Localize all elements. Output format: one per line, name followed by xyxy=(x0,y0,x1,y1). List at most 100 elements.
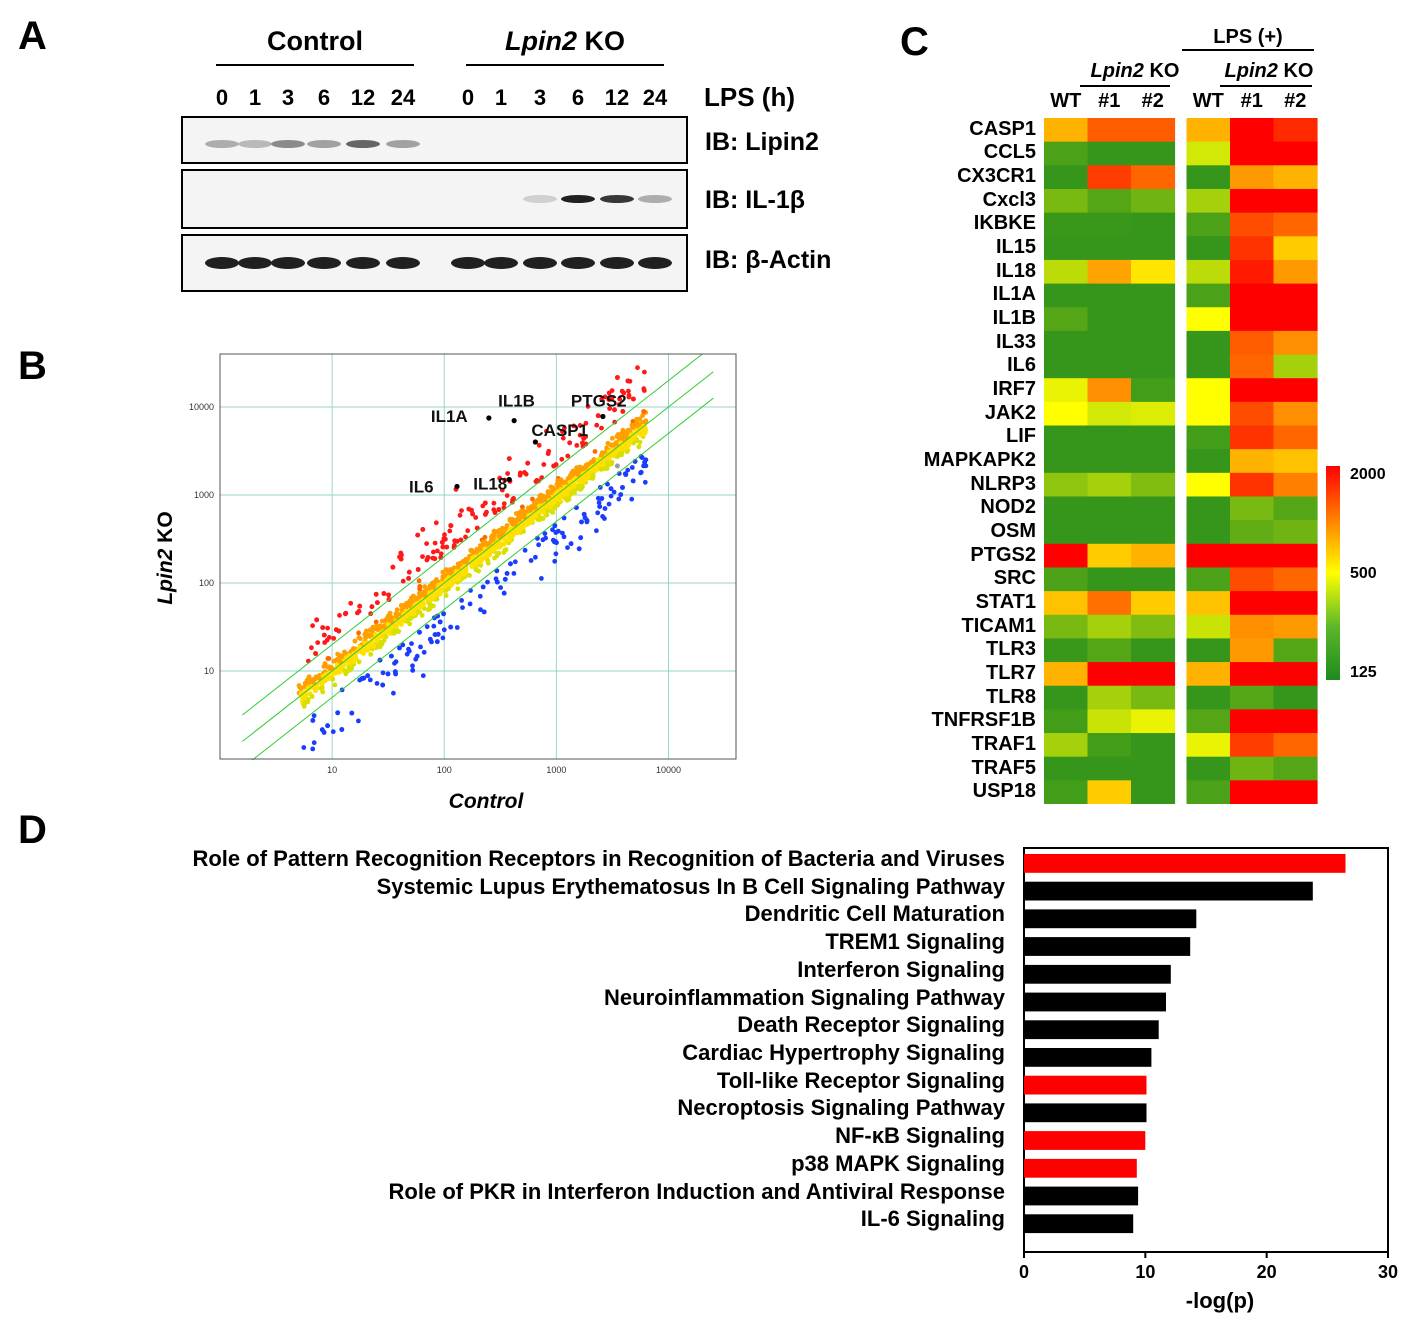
heat-cell-tnfrsf1b-1 xyxy=(1087,709,1132,734)
heat-cell-tlr8-5 xyxy=(1273,685,1318,710)
heat-cell-usp18-1 xyxy=(1087,780,1132,804)
heat-cell-il6-1 xyxy=(1087,354,1132,379)
pathway-label-10: NF-κB Signaling xyxy=(835,1123,1005,1149)
heatmap-ko-suffix-right: KO xyxy=(1277,60,1314,82)
heat-cell-ccl5-1 xyxy=(1087,141,1132,166)
gene-point-il1b xyxy=(511,418,517,424)
heat-cell-osm-3 xyxy=(1186,520,1231,545)
heat-cell-il18-3 xyxy=(1186,259,1231,285)
pathway-label-8: Toll-like Receptor Signaling xyxy=(716,1067,1005,1093)
heat-cell-tlr8-4 xyxy=(1230,685,1275,710)
pathway-labels: Role of Pattern Recognition Receptors in… xyxy=(40,846,1005,1248)
ko-lane-3: 6 xyxy=(571,85,585,110)
bar-13 xyxy=(1024,1214,1134,1234)
heat-cell-traf1-5 xyxy=(1273,733,1318,758)
heat-cell-usp18-0 xyxy=(1044,780,1089,804)
ko-lane-2: 3 xyxy=(533,85,547,110)
heat-cell-il1b-4 xyxy=(1230,307,1275,332)
heat-cell-tlr8-1 xyxy=(1087,685,1132,710)
heat-cell-tlr3-2 xyxy=(1131,638,1176,663)
panel-d-letter: D xyxy=(18,808,47,852)
heat-cell-il6-2 xyxy=(1131,354,1176,379)
heat-cell-il6-3 xyxy=(1186,354,1231,379)
band-2-control-0 xyxy=(205,257,239,269)
heat-cell-nod2-0 xyxy=(1044,496,1089,521)
heat-cell-mapkapk2-3 xyxy=(1186,449,1231,474)
heat-cell-osm-5 xyxy=(1273,520,1318,545)
heatmap-ko-line-left xyxy=(1080,85,1170,87)
heat-cell-nlrp3-5 xyxy=(1273,472,1318,498)
scatter-ytick-label-0: 10 xyxy=(204,666,214,676)
heat-cell-ticam1-4 xyxy=(1230,614,1275,640)
heat-column-label-4: #1 xyxy=(1240,90,1263,112)
heat-cell-mapkapk2-1 xyxy=(1087,449,1132,474)
heat-cell-ccl5-2 xyxy=(1131,141,1176,166)
scatter-plot: 1010100100100010001000010000101010010010… xyxy=(182,350,742,790)
heat-cell-nod2-4 xyxy=(1230,496,1275,521)
scatter-xtick-label-0: 10 xyxy=(327,765,337,775)
pathway-label-4: Interferon Signaling xyxy=(797,956,1005,982)
heat-cell-casp1-5 xyxy=(1273,118,1318,143)
pathway-label-1: Systemic Lupus Erythematosus In B Cell S… xyxy=(376,873,1005,899)
heat-gene-label-cx3cr1: CX3CR1 xyxy=(957,165,1036,188)
heat-column-label-1: #1 xyxy=(1098,90,1121,112)
heat-cell-tlr7-2 xyxy=(1131,662,1176,687)
heat-cell-tnfrsf1b-0 xyxy=(1044,709,1089,734)
scatter-points xyxy=(296,365,649,752)
heat-cell-tlr7-5 xyxy=(1273,662,1318,687)
heat-cell-jak2-5 xyxy=(1273,401,1318,427)
heat-cell-il18-0 xyxy=(1044,259,1089,285)
heat-cell-nod2-3 xyxy=(1186,496,1231,521)
heat-cell-traf1-0 xyxy=(1044,733,1089,758)
heat-cell-osm-4 xyxy=(1230,520,1275,545)
heat-cell-jak2-4 xyxy=(1230,401,1275,427)
heat-cell-traf1-2 xyxy=(1131,733,1176,758)
heat-cell-cxcl3-4 xyxy=(1230,188,1275,214)
scatter-xtick-label-2: 1000 xyxy=(546,765,566,775)
heat-gene-label-nod2: NOD2 xyxy=(980,496,1036,519)
gene-point-il18 xyxy=(506,476,512,483)
heat-cell-ikbke-5 xyxy=(1273,212,1318,237)
heat-cell-stat1-2 xyxy=(1131,591,1176,616)
heatmap-ko-label-right: Lpin2 KO xyxy=(1212,60,1326,83)
heat-cell-tlr7-1 xyxy=(1087,662,1132,687)
scatter-ylabel-suffix: KO xyxy=(154,511,177,549)
heat-cell-il1b-0 xyxy=(1044,307,1089,332)
band-0-control-2 xyxy=(271,140,305,148)
heat-cell-mapkapk2-2 xyxy=(1131,449,1176,474)
scatter-ylabel: Lpin2 KO xyxy=(154,511,178,604)
group-label-ko-gene: Lpin2 xyxy=(504,26,577,56)
ko-lane-0: 0 xyxy=(461,85,475,110)
band-0-control-0 xyxy=(205,140,239,148)
pathway-label-6: Death Receptor Signaling xyxy=(737,1012,1005,1038)
bar-1 xyxy=(1024,881,1313,901)
heat-cell-stat1-1 xyxy=(1087,591,1132,616)
band-2-ko-0 xyxy=(451,257,485,269)
heatmap-lps-label: LPS (+) xyxy=(1213,26,1283,48)
blot-label-lipin2: IB: Lipin2 xyxy=(705,128,819,156)
heat-cell-il6-0 xyxy=(1044,354,1089,379)
heat-cell-ticam1-5 xyxy=(1273,614,1318,640)
heat-column-label-5: #2 xyxy=(1284,90,1307,112)
panel-b-letter: B xyxy=(18,344,47,388)
bar-11 xyxy=(1024,1158,1137,1178)
heat-gene-label-tlr8: TLR8 xyxy=(986,685,1036,708)
heat-cell-il33-5 xyxy=(1273,330,1318,356)
heat-cell-ikbke-1 xyxy=(1087,212,1132,237)
heat-cell-ccl5-4 xyxy=(1230,141,1275,166)
heat-cell-traf5-4 xyxy=(1230,756,1275,781)
heat-gene-label-src: SRC xyxy=(993,567,1036,590)
gene-point-casp1 xyxy=(532,439,538,445)
heat-cell-cx3cr1-1 xyxy=(1087,165,1132,190)
band-2-control-1 xyxy=(238,257,272,269)
heat-cell-jak2-2 xyxy=(1131,401,1176,427)
heat-cell-lif-0 xyxy=(1044,425,1089,450)
heat-cell-traf1-1 xyxy=(1087,733,1132,758)
bar-xtick-3: 30 xyxy=(1378,1262,1398,1282)
blot-actin-bands xyxy=(205,257,672,269)
heat-gene-label-irf7: IRF7 xyxy=(992,378,1036,401)
band-1-ko-5 xyxy=(638,195,672,203)
heat-cell-tlr7-0 xyxy=(1044,662,1089,687)
group-line-control xyxy=(216,64,414,66)
heat-cell-src-0 xyxy=(1044,567,1089,592)
